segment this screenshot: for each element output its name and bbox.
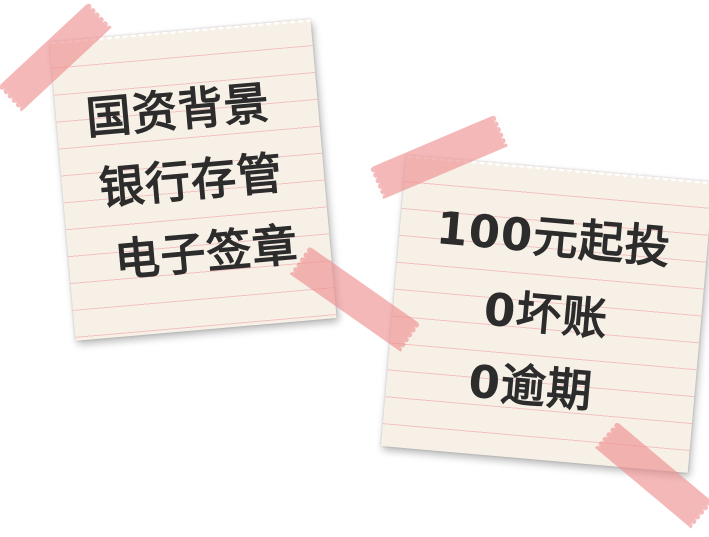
left-note-line-1: 国资背景 <box>83 76 272 145</box>
left-sticky-note: 国资背景 银行存管 电子签章 <box>49 19 337 341</box>
right-note-line-3: 0逾期 <box>466 354 595 419</box>
right-note-line-2: 0坏账 <box>481 282 611 347</box>
right-note-line-1: 100元起投 <box>434 201 673 275</box>
left-note-line-2: 银行存管 <box>97 146 286 216</box>
right-sticky-note: 100元起投 0坏账 0逾期 <box>380 155 709 473</box>
